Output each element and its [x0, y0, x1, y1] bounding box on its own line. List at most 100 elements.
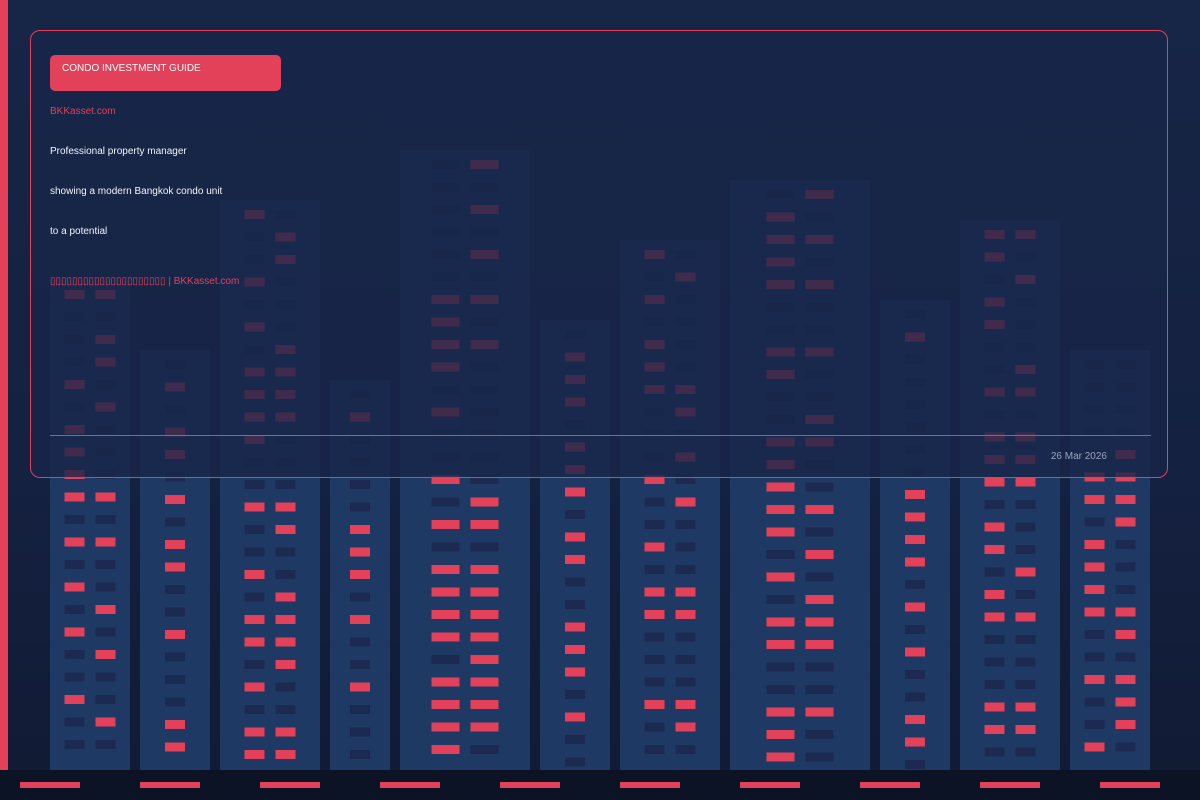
building-window: [675, 655, 696, 664]
building-window: [95, 537, 116, 547]
building-window: [165, 562, 185, 572]
building-window: [95, 695, 116, 704]
building-window: [766, 640, 795, 649]
building-window: [1115, 585, 1136, 594]
building-window: [165, 720, 185, 729]
building-window: [675, 565, 696, 574]
building-window: [64, 650, 85, 659]
building-window: [431, 632, 460, 642]
building-window: [1084, 630, 1105, 639]
building-window: [244, 727, 265, 737]
building-window: [165, 697, 185, 707]
building-window: [95, 515, 116, 524]
building-window: [95, 560, 116, 569]
description-line-1: Professional property manager: [50, 146, 187, 157]
building-window: [675, 700, 696, 709]
building-window: [350, 502, 370, 512]
building-window: [275, 480, 296, 489]
building-window: [644, 475, 665, 484]
building-window: [470, 700, 499, 709]
card-divider: [50, 435, 1151, 436]
building-window: [644, 655, 665, 664]
building-window: [644, 542, 665, 552]
building-window: [275, 660, 296, 669]
building-window: [95, 605, 116, 614]
building-window: [766, 527, 795, 537]
building-window: [470, 632, 499, 642]
building-window: [1084, 720, 1105, 729]
building-window: [431, 655, 460, 664]
building-window: [984, 477, 1005, 487]
building-window: [470, 722, 499, 732]
building-window: [984, 635, 1005, 644]
building-window: [766, 730, 795, 739]
building-window: [64, 695, 85, 704]
road-dash: [380, 782, 440, 788]
building-window: [165, 675, 185, 684]
building-window: [905, 602, 925, 612]
building-window: [95, 740, 116, 749]
building-window: [1084, 540, 1105, 549]
building-window: [675, 745, 696, 754]
building-window: [470, 587, 499, 597]
road-dash: [260, 782, 320, 788]
building-window: [644, 520, 665, 529]
building-window: [984, 612, 1005, 622]
building-window: [1015, 680, 1036, 689]
left-accent-bar: [0, 0, 8, 800]
building-window: [1015, 522, 1036, 532]
building-window: [1084, 495, 1105, 504]
building-window: [275, 705, 296, 714]
building-window: [766, 482, 795, 492]
building-window: [244, 750, 265, 759]
building-window: [675, 722, 696, 732]
building-window: [244, 615, 265, 624]
building-window: [905, 512, 925, 522]
building-window: [165, 630, 185, 639]
building-window: [64, 560, 85, 569]
building-window: [905, 692, 925, 702]
building-window: [275, 727, 296, 737]
building-window: [350, 727, 370, 737]
building-window: [984, 500, 1005, 509]
building-window: [1015, 747, 1036, 757]
building-window: [350, 682, 370, 692]
building-window: [244, 502, 265, 512]
building-window: [1115, 540, 1136, 549]
road-dash: [500, 782, 560, 788]
brand-link[interactable]: BKKasset.com: [50, 106, 116, 117]
building-window: [766, 662, 795, 672]
building-window: [1084, 517, 1105, 527]
building-window: [766, 617, 795, 627]
building-window: [1015, 567, 1036, 577]
building-window: [766, 707, 795, 717]
building-window: [95, 627, 116, 637]
building-window: [766, 685, 795, 694]
building-window: [1084, 697, 1105, 707]
building-window: [165, 540, 185, 549]
building-window: [64, 740, 85, 749]
building-window: [565, 555, 585, 564]
description-line-2: showing a modern Bangkok condo unit: [50, 186, 223, 197]
building-window: [766, 752, 795, 762]
building-window: [244, 525, 265, 534]
building-window: [431, 497, 460, 507]
building-window: [350, 480, 370, 489]
building-window: [644, 745, 665, 754]
building-window: [1084, 585, 1105, 594]
building-window: [350, 750, 370, 759]
building-window: [766, 595, 795, 604]
building-window: [565, 600, 585, 609]
building-window: [275, 502, 296, 512]
building-window: [95, 582, 116, 592]
building-window: [1084, 675, 1105, 684]
building-window: [244, 682, 265, 692]
building-window: [984, 680, 1005, 689]
building-window: [984, 725, 1005, 734]
road-dash: [1100, 782, 1160, 788]
building-window: [805, 527, 834, 537]
building-window: [766, 505, 795, 514]
building-window: [1015, 612, 1036, 622]
building-window: [1084, 607, 1105, 617]
building-window: [905, 535, 925, 544]
